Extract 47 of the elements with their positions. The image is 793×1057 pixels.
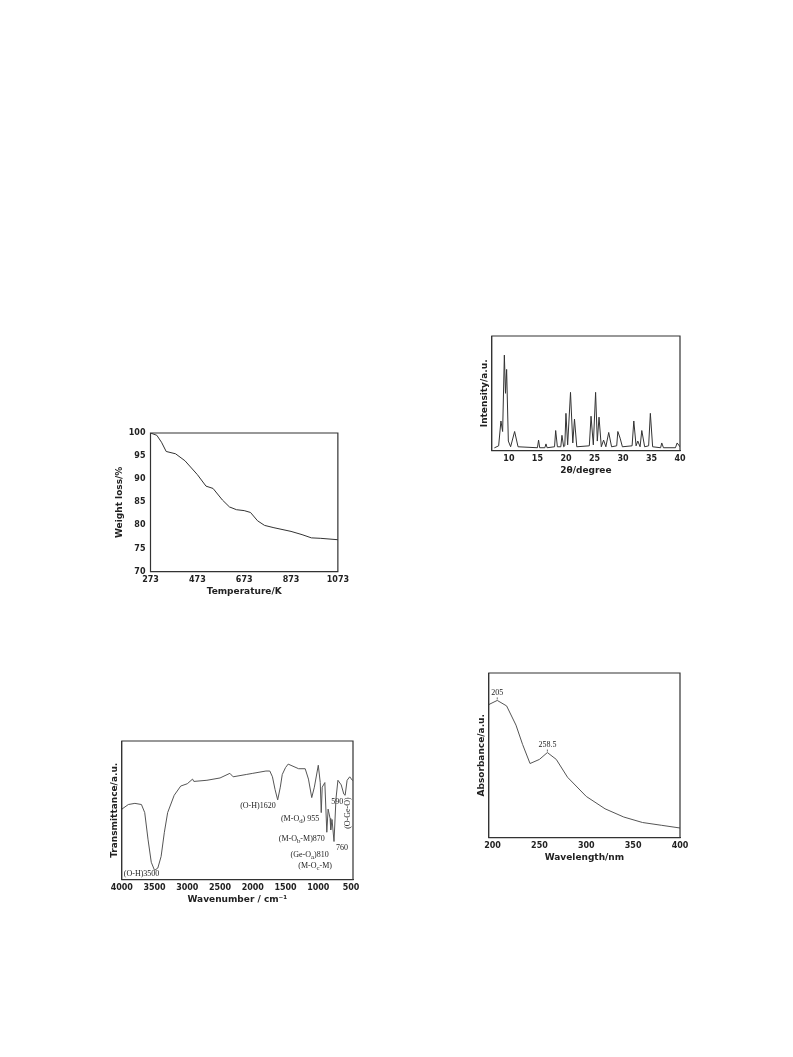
x-tick-label: 30: [617, 454, 629, 464]
annotation: (O-H)1620: [240, 801, 276, 811]
x-axis-title: 2θ/degree: [560, 464, 612, 475]
y-tick-label: 85: [134, 497, 146, 507]
x-tick-label: 250: [531, 841, 549, 851]
y-axis-title: Absorbance/a.u.: [475, 714, 486, 797]
y-tick-label: 100: [128, 428, 146, 438]
y-axis-title: Intensity/a.u.: [478, 359, 489, 428]
y-tick-label: 95: [134, 451, 146, 461]
x-tick-label: 1500: [274, 883, 298, 893]
annotation: (O-H)3500: [123, 869, 160, 879]
x-axis-title: Temperature/K: [206, 585, 283, 596]
x-tick-label: 2000: [241, 883, 265, 893]
y-tick-label: 70: [134, 566, 146, 576]
x-tick-label: 20: [560, 454, 572, 464]
x-tick-label: 400: [671, 841, 689, 851]
x-tick-label: 200: [484, 841, 502, 851]
x-tick-label: 4000: [110, 883, 134, 893]
x-tick-label: 10: [503, 454, 515, 464]
x-tick-label: 1000: [307, 883, 330, 893]
x-tick-label: 3000: [176, 883, 199, 893]
x-tick-label: 350: [624, 841, 642, 851]
x-tick-label: 3500: [143, 883, 167, 893]
x-tick-label: 1073: [326, 575, 349, 585]
x-axis-title: Wavenumber / cm⁻¹: [187, 893, 288, 904]
y-tick-label: 75: [134, 543, 146, 553]
x-tick-label: 40: [674, 454, 686, 464]
y-axis-title: Transmittance/a.u.: [108, 762, 119, 858]
x-tick-label: 25: [588, 454, 601, 464]
x-tick-label: 500: [342, 883, 360, 893]
x-tick-label: 15: [531, 454, 544, 464]
x-tick-label: 2500: [208, 883, 232, 893]
x-tick-label: 673: [235, 575, 253, 585]
x-tick-label: 300: [577, 841, 596, 851]
x-tick-label: 35: [645, 454, 658, 464]
y-tick-label: 80: [134, 520, 146, 530]
y-axis-title: Weight loss/%: [113, 466, 124, 538]
x-tick-label: 473: [188, 575, 206, 585]
annotation: 258.5: [538, 740, 557, 750]
annotation: (O-Ge-O): [343, 796, 353, 829]
annotation: 760: [336, 843, 349, 853]
annotation: 590: [331, 796, 344, 806]
y-tick-label: 90: [134, 474, 146, 484]
x-tick-label: 873: [282, 575, 300, 585]
annotation: 205: [491, 688, 504, 698]
x-axis-title: Wavelength/nm: [544, 851, 625, 862]
x-tick-label: 273: [142, 575, 159, 585]
